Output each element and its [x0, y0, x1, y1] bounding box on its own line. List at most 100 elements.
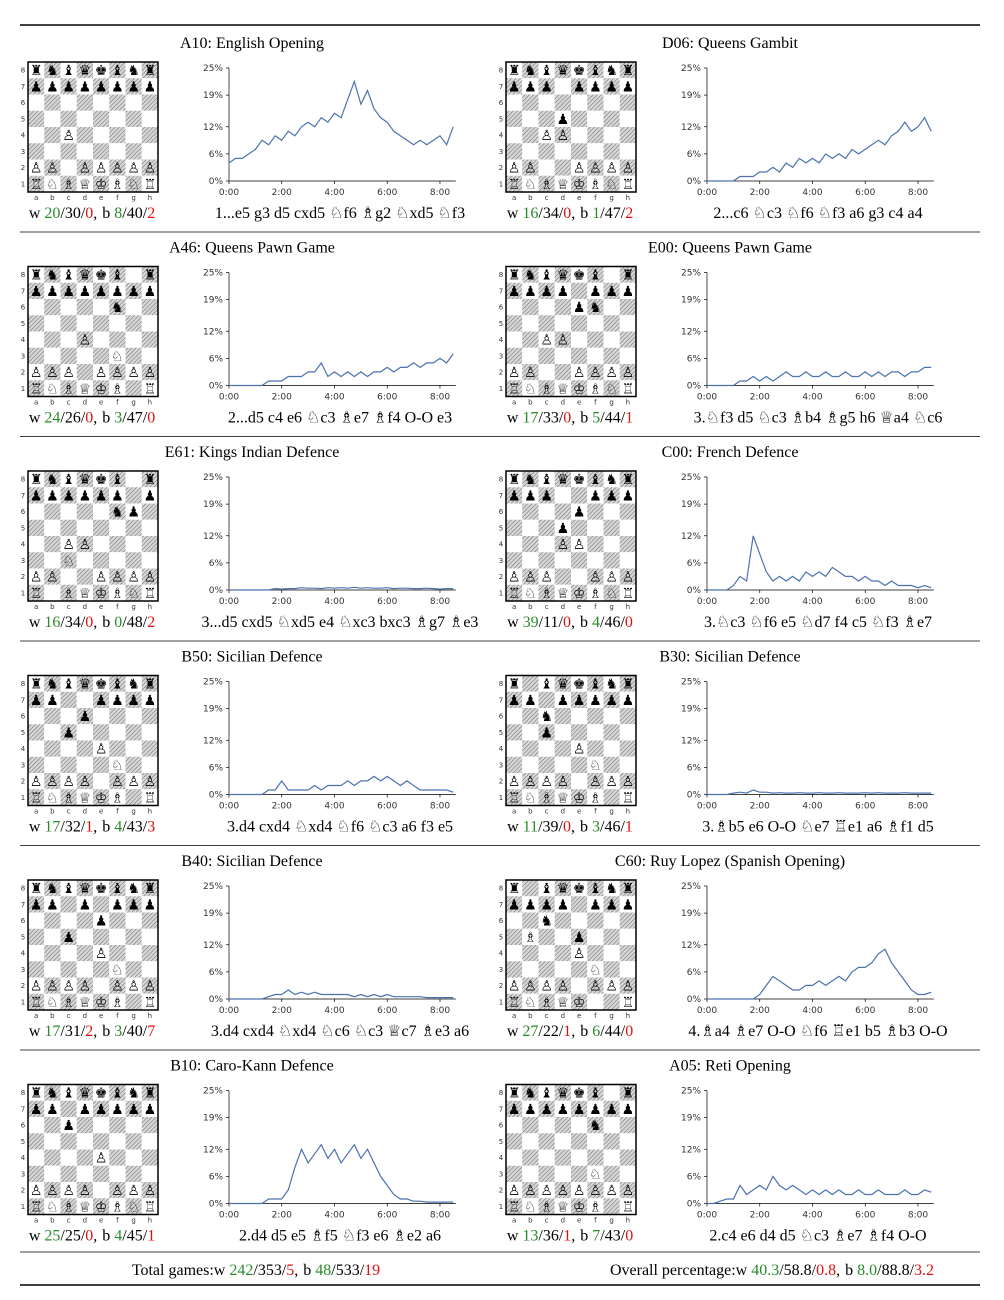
square — [141, 1198, 158, 1215]
rank-label: 5 — [21, 320, 25, 328]
square — [93, 993, 110, 1010]
file-label: c — [545, 603, 549, 611]
square — [44, 789, 61, 806]
piece: ♖ — [30, 177, 43, 193]
piece: ♟ — [540, 897, 553, 913]
y-tick-label: 25% — [203, 1087, 223, 1097]
square — [44, 331, 61, 348]
x-tick-label: 8:00 — [908, 188, 928, 198]
piece: ♟ — [524, 284, 537, 300]
chess-board: ♜ ♞ ♝ ♛ ♚ ♝ ♞ ♜8♟ ♟ ♟ ♟ ♟ ♟7♟6♟5♙4♘3♙ ♙ ♙ ♙ ♙ ♙ ♙2♖ ♘ ♗ ♕ ♔ ♗ ♖1… — [21, 879, 159, 1020]
board-border — [505, 674, 637, 807]
piece: ♙ — [557, 1183, 570, 1199]
square — [522, 487, 539, 504]
square — [93, 1117, 110, 1134]
piece: ♟ — [127, 505, 140, 521]
square — [93, 912, 110, 929]
piece: ♟ — [524, 693, 537, 709]
chess-board: ♜ ♞ ♝ ♛ ♚ ♝ ♜8♟ ♟ ♟ ♟ ♟ ♟ ♟7♞ ♟65♙ ♙4♘3♙ ♙ ♙ ♙ ♙ ♙2♖ ♗ ♕ ♔ ♗ ♘ ♖1… — [21, 470, 159, 611]
piece: ♙ — [524, 774, 537, 790]
data-line — [707, 1175, 932, 1205]
square — [554, 315, 571, 332]
separator: , — [571, 1023, 575, 1040]
y-tick-label: 6% — [209, 1172, 224, 1182]
piece: ♟ — [111, 488, 124, 504]
square — [125, 127, 142, 144]
square — [125, 315, 142, 332]
separator: / — [122, 819, 127, 836]
rank-label: 2 — [21, 573, 25, 581]
separator: / — [122, 410, 127, 427]
square — [603, 94, 620, 111]
square — [60, 961, 77, 978]
square — [506, 993, 523, 1010]
file-label: d — [83, 1012, 87, 1020]
file-label: a — [34, 1217, 38, 1225]
piece: ♚ — [573, 881, 586, 897]
file-label: h — [148, 603, 152, 611]
square — [522, 299, 539, 316]
side: b — [845, 1262, 853, 1279]
piece: ♝ — [589, 63, 602, 79]
piece: ♙ — [589, 979, 602, 995]
y-tick-label: 0% — [209, 382, 224, 392]
separator: / — [538, 205, 543, 222]
square — [28, 315, 45, 332]
square — [28, 961, 45, 978]
piece: ♝ — [540, 1086, 553, 1102]
y-tick-label: 6% — [209, 354, 224, 364]
board-border — [505, 61, 637, 193]
side: b — [580, 819, 588, 836]
piece: ♗ — [62, 1199, 75, 1215]
piece: ♙ — [79, 161, 92, 177]
square — [60, 691, 77, 708]
square — [76, 94, 93, 111]
x-tick-label: 4:00 — [802, 1211, 822, 1221]
square — [603, 282, 620, 299]
square — [76, 1198, 93, 1215]
stat-value: 25 — [44, 1228, 60, 1245]
piece: ♟ — [605, 1102, 618, 1118]
stat-value: 88.8 — [882, 1262, 910, 1279]
square — [60, 1182, 77, 1199]
piece: ♙ — [540, 979, 553, 995]
file-label: b — [528, 1012, 533, 1020]
square — [571, 487, 588, 504]
piece: ♝ — [62, 881, 75, 897]
rank-label: 4 — [21, 541, 26, 549]
piece: ♘ — [524, 995, 537, 1011]
square — [554, 503, 571, 520]
separator: / — [620, 614, 625, 631]
x-tick-label: 8:00 — [430, 1006, 450, 1016]
square — [587, 94, 604, 111]
piece: ♙ — [111, 979, 124, 995]
stat-value: 0 — [85, 205, 93, 222]
side: w — [736, 1262, 748, 1279]
square — [93, 708, 110, 725]
square — [76, 159, 93, 176]
square — [603, 789, 620, 806]
stat-value: 4 — [592, 614, 600, 631]
square — [587, 347, 604, 364]
piece: ♘ — [589, 1167, 602, 1183]
piece: ♟ — [144, 284, 157, 300]
square — [60, 380, 77, 397]
stats: w 20/30/0, b 8/40/2 — [29, 205, 155, 222]
square — [76, 1165, 93, 1182]
x-tick-label: 6:00 — [377, 802, 397, 812]
square — [44, 740, 61, 757]
rank-label: 3 — [499, 352, 503, 360]
stat-value: 33 — [543, 410, 559, 427]
rank-label: 1 — [21, 998, 25, 1006]
square — [619, 1100, 636, 1117]
y-tick-label: 19% — [681, 500, 701, 510]
panel-title: B30: Sicilian Defence — [659, 649, 800, 666]
square — [603, 127, 620, 144]
piece: ♜ — [30, 677, 43, 693]
piece: ♟ — [144, 693, 157, 709]
x-tick-label: 2:00 — [272, 802, 292, 812]
panel-title: A10: English Opening — [180, 35, 324, 52]
piece: ♟ — [30, 693, 43, 709]
square — [44, 896, 61, 913]
piece: ♗ — [62, 995, 75, 1011]
